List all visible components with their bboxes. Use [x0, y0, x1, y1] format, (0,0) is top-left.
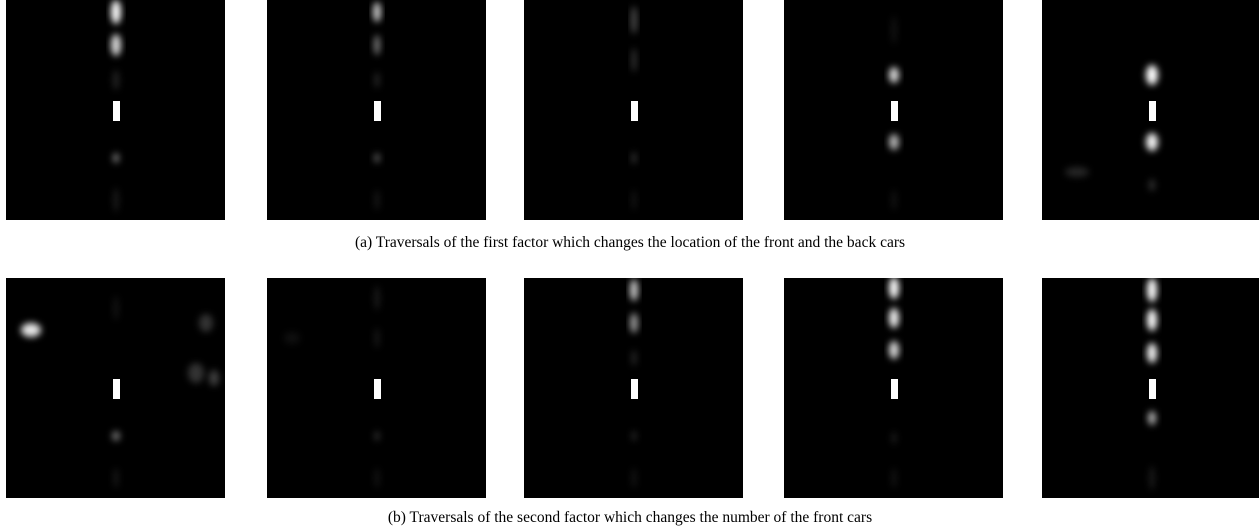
traversal-image	[267, 0, 486, 220]
blob	[631, 6, 637, 34]
blob	[889, 67, 899, 83]
blob	[1148, 411, 1156, 425]
blob	[892, 190, 896, 210]
blob	[209, 370, 219, 386]
blob	[114, 188, 118, 212]
blob	[1149, 179, 1155, 191]
caption: (b) Traversals of the second factor whic…	[388, 509, 872, 526]
ego-car	[1149, 379, 1156, 399]
blob	[375, 431, 379, 441]
ego-car	[631, 101, 638, 121]
blob	[632, 48, 636, 72]
blob	[21, 323, 41, 337]
blob	[375, 328, 379, 348]
traversal-image	[1042, 0, 1259, 220]
ego-car	[631, 379, 638, 399]
blob	[112, 431, 120, 441]
traversal-image	[1042, 278, 1259, 498]
blob	[188, 363, 204, 383]
blob	[632, 152, 636, 164]
page: (a) Traversals of the first factor which…	[0, 0, 1259, 531]
blob	[632, 468, 636, 488]
blob	[375, 72, 379, 88]
traversal-image	[6, 0, 225, 220]
blob	[375, 468, 379, 488]
traversal-image	[524, 278, 743, 498]
traversal-image	[524, 0, 743, 220]
traversal-image	[6, 278, 225, 498]
blob	[630, 279, 638, 301]
blob	[284, 332, 300, 344]
blob	[892, 432, 896, 444]
blob	[1147, 278, 1157, 302]
blob	[113, 153, 119, 163]
ego-car	[374, 101, 381, 121]
blob	[375, 190, 379, 210]
blob	[1065, 167, 1089, 177]
figure: (a) Traversals of the first factor which…	[0, 0, 1259, 531]
blob	[889, 308, 899, 328]
ego-car	[891, 101, 898, 121]
traversal-image	[267, 278, 486, 498]
blob	[632, 190, 636, 210]
ego-car	[113, 101, 120, 121]
blob	[373, 2, 381, 22]
ego-car	[891, 379, 898, 399]
ego-car	[113, 379, 120, 399]
blob	[374, 153, 380, 163]
blob	[889, 277, 899, 299]
blob	[114, 468, 118, 488]
blob	[374, 35, 380, 55]
caption: (a) Traversals of the first factor which…	[355, 234, 905, 251]
blob	[113, 70, 119, 90]
blob	[892, 16, 896, 44]
blob	[632, 350, 636, 366]
blob	[111, 34, 121, 56]
ego-car	[374, 379, 381, 399]
blob	[1150, 466, 1154, 490]
blob	[1147, 343, 1157, 363]
blob	[630, 313, 638, 333]
traversal-image	[784, 0, 1003, 220]
traversal-image	[784, 277, 1003, 498]
blob	[199, 314, 213, 332]
blob	[114, 296, 118, 320]
blob	[375, 286, 379, 310]
ego-car	[1149, 101, 1156, 121]
blob	[1147, 309, 1157, 331]
blob	[111, 0, 121, 24]
blob	[1146, 65, 1158, 85]
blob	[632, 431, 636, 441]
blob	[1146, 133, 1158, 151]
blob	[889, 134, 899, 150]
blob	[889, 341, 899, 359]
blob	[892, 468, 896, 488]
